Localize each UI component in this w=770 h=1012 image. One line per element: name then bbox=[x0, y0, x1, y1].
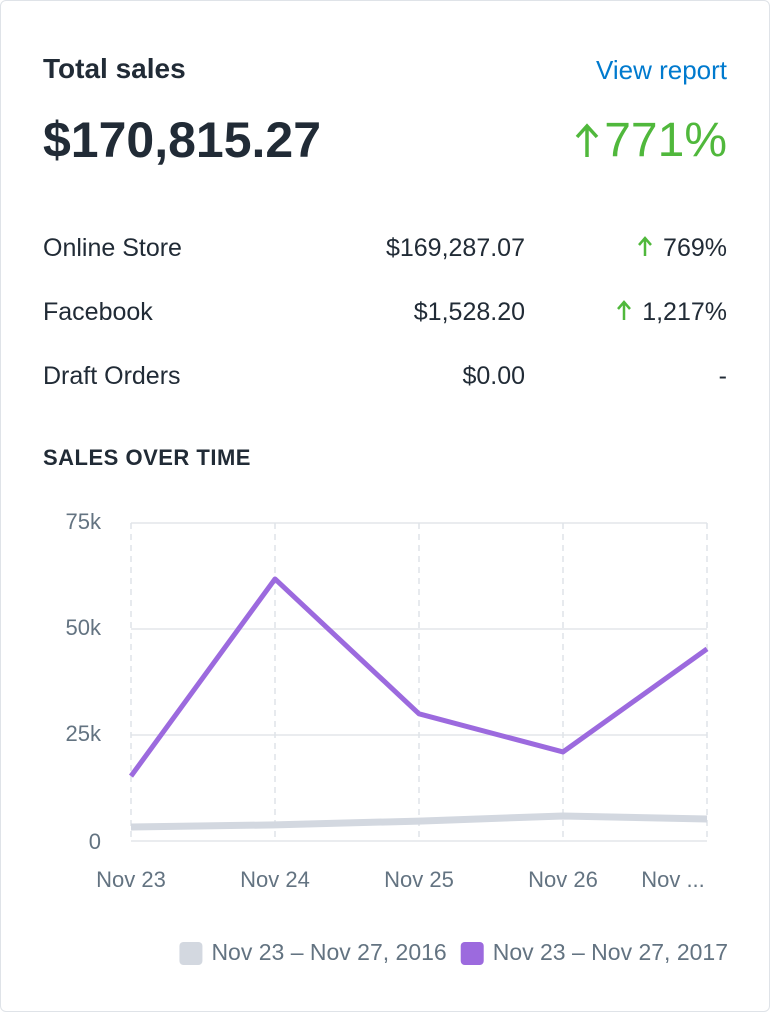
channel-change: 769% bbox=[637, 234, 727, 263]
total-change-value: 771% bbox=[604, 114, 727, 167]
up-arrow bbox=[575, 122, 599, 157]
x-tick-label: Nov 24 bbox=[240, 867, 310, 892]
x-tick-label: Nov 26 bbox=[528, 867, 598, 892]
series-line bbox=[128, 576, 709, 778]
card-title: Total sales bbox=[43, 53, 186, 84]
view-report-link[interactable]: View report bbox=[595, 55, 727, 85]
series-line bbox=[130, 812, 708, 831]
channel-sales: $1,528.20 bbox=[413, 298, 525, 326]
total-change: 771% bbox=[574, 113, 727, 168]
y-tick-label: 75k bbox=[66, 509, 102, 534]
up-arrow bbox=[638, 236, 652, 256]
x-tick-label: Nov ... bbox=[641, 867, 705, 892]
up-arrow bbox=[617, 300, 632, 320]
channel-name: Facebook bbox=[43, 298, 153, 326]
channel-change: 1,217% bbox=[616, 298, 727, 327]
x-tick-label: Nov 23 bbox=[96, 867, 166, 892]
x-tick-label: Nov 25 bbox=[384, 867, 454, 892]
legend-label: Nov 23 – Nov 27, 2016 bbox=[211, 939, 446, 965]
channel-sales: $0.00 bbox=[462, 362, 525, 390]
total-value: $170,815.27 bbox=[43, 112, 322, 168]
y-tick-label: 50k bbox=[66, 615, 102, 640]
channel-change: - bbox=[718, 362, 727, 390]
channel-sales: $169,287.07 bbox=[385, 234, 525, 262]
channel-name: Draft Orders bbox=[43, 362, 181, 390]
legend-label: Nov 23 – Nov 27, 2017 bbox=[493, 939, 728, 965]
legend-swatch bbox=[179, 942, 203, 965]
channel-name: Online Store bbox=[43, 234, 182, 262]
legend-swatch bbox=[460, 942, 484, 965]
y-tick-label: 25k bbox=[66, 721, 102, 746]
chart-title: SALES OVER TIME bbox=[43, 445, 251, 470]
y-tick-label: 0 bbox=[89, 829, 101, 854]
